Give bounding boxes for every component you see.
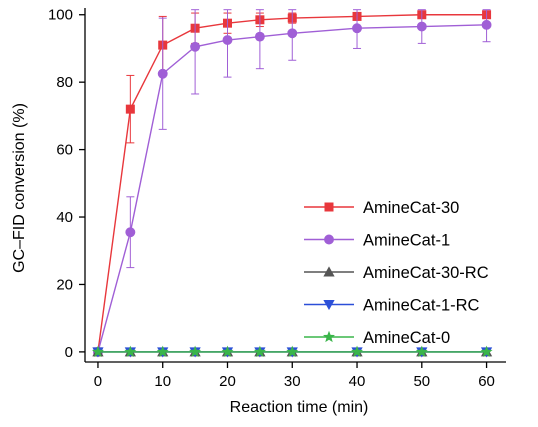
legend-item: AmineCat-1 xyxy=(304,232,450,250)
y-tick-label: 20 xyxy=(56,276,73,293)
legend-label: AmineCat-30 xyxy=(363,199,459,217)
data-point xyxy=(157,68,168,79)
x-tick-label: 40 xyxy=(349,373,366,390)
data-point xyxy=(91,345,104,357)
legend-item: AmineCat-1-RC xyxy=(304,297,480,315)
y-tick-label: 80 xyxy=(56,74,73,91)
y-tick-label: 60 xyxy=(56,142,73,159)
series-layer xyxy=(91,9,493,358)
data-point xyxy=(190,41,201,52)
data-point xyxy=(221,345,234,357)
data-point xyxy=(125,227,136,238)
y-axis-title: GC–FID conversion (%) xyxy=(11,103,28,273)
series-aminecat-0 xyxy=(91,345,493,357)
series-line xyxy=(97,14,487,352)
legend-item: AmineCat-30 xyxy=(304,199,459,217)
data-point xyxy=(480,345,493,357)
data-point xyxy=(286,345,299,357)
series-line xyxy=(97,24,487,353)
legend-item: AmineCat-30-RC xyxy=(304,264,489,282)
data-point xyxy=(254,31,265,42)
x-tick-label: 0 xyxy=(94,373,102,390)
legend-marker xyxy=(323,300,335,311)
data-point xyxy=(124,345,137,357)
legend-label: AmineCat-30-RC xyxy=(363,264,489,282)
legend-label: AmineCat-0 xyxy=(363,329,450,347)
x-tick-label: 50 xyxy=(413,373,430,390)
legend: AmineCat-30 AmineCat-1 AmineCat-30-RC Amine… xyxy=(304,199,489,347)
legend-marker xyxy=(323,330,335,343)
y-tick-label: 100 xyxy=(48,7,73,24)
data-point xyxy=(222,35,233,45)
legend-item: AmineCat-0 xyxy=(304,329,450,347)
legend-marker xyxy=(324,202,334,212)
data-point xyxy=(156,345,169,357)
data-point xyxy=(416,21,427,32)
x-tick-label: 30 xyxy=(284,373,301,390)
y-tick-label: 40 xyxy=(56,209,73,226)
data-point xyxy=(481,19,492,30)
x-axis-title: Reaction time (min) xyxy=(230,399,369,416)
data-point xyxy=(253,345,266,357)
x-tick-label: 60 xyxy=(478,373,495,390)
data-point xyxy=(351,345,364,357)
legend-label: AmineCat-1 xyxy=(363,232,450,250)
data-point xyxy=(189,345,202,357)
legend-marker xyxy=(323,266,335,277)
axes: 0 20 40 60 80 100 0 10 20 30 40 50 60 xyxy=(48,7,506,390)
y-tick-label: 0 xyxy=(65,344,73,361)
legend-label: AmineCat-1-RC xyxy=(363,297,480,315)
x-tick-label: 20 xyxy=(219,373,236,390)
data-point xyxy=(415,345,428,357)
legend-marker xyxy=(324,234,334,245)
data-point xyxy=(352,23,362,34)
data-point xyxy=(125,104,135,114)
data-point xyxy=(287,28,298,39)
x-tick-label: 10 xyxy=(154,373,171,390)
